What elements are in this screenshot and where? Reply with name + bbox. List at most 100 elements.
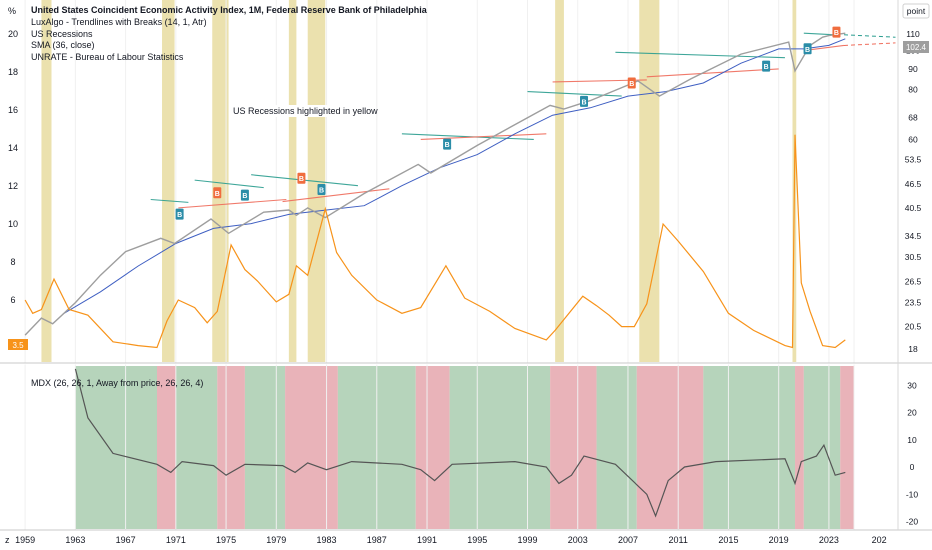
right-tick-14: 18 — [908, 344, 918, 354]
mdx-band-5 — [285, 366, 338, 529]
x-tick-7: 1987 — [367, 535, 387, 545]
mdx-tick-4: -10 — [906, 489, 919, 499]
mdx-band-9 — [550, 366, 597, 529]
left-axis-ticks: 20 18 16 14 12 10 8 6 — [8, 29, 18, 305]
x-tick-17: 202 — [872, 535, 887, 545]
right-tick-10: 30.5 — [905, 252, 922, 262]
mdx-band-13 — [795, 366, 804, 529]
x-tick-10: 1999 — [517, 535, 537, 545]
legend-unrate[interactable]: UNRATE - Bureau of Labour Statistics — [31, 52, 184, 62]
right-tick-3: 80 — [908, 84, 918, 94]
mdx-band-2 — [175, 366, 218, 529]
trendline-1 — [194, 179, 264, 189]
break-marker-label-9: B — [805, 47, 810, 54]
trendline-0 — [150, 198, 189, 203]
break-marker-5 — [443, 138, 452, 150]
cei-line — [24, 32, 846, 336]
recession-band-5 — [555, 0, 564, 362]
break-marker-0 — [175, 208, 184, 220]
trendline-6 — [803, 32, 836, 36]
legend-sma[interactable]: SMA (36, close) — [31, 40, 95, 50]
main-legend: United States Coincident Economic Activi… — [31, 5, 428, 62]
trendline-3 — [401, 133, 534, 141]
trendline-projection-down — [843, 42, 896, 46]
right-axis-unit[interactable]: point — [907, 6, 926, 16]
break-marker-3 — [297, 172, 306, 184]
unrate-line — [24, 134, 846, 349]
left-axis-unit[interactable]: % — [8, 6, 16, 16]
x-tick-15: 2019 — [769, 535, 789, 545]
right-tick-13: 20.5 — [905, 321, 922, 331]
x-tick-5: 1979 — [266, 535, 286, 545]
x-tick-1: 1963 — [65, 535, 85, 545]
break-marker-1 — [213, 187, 222, 199]
right-tick-5: 60 — [908, 134, 918, 144]
timezone-corner[interactable]: z — [5, 535, 10, 545]
mdx-legend[interactable]: MDX (26, 26, 1, Away from price, 26, 26,… — [31, 378, 203, 388]
left-tick-7: 6 — [10, 295, 15, 305]
mdx-band-1 — [156, 366, 176, 529]
break-marker-label-3: B — [299, 176, 304, 183]
mdx-tick-1: 20 — [907, 408, 917, 418]
break-marker-label-1: B — [215, 191, 220, 198]
right-axis-unit-box[interactable] — [902, 3, 930, 19]
x-tick-14: 2015 — [718, 535, 738, 545]
break-marker-label-6: B — [581, 99, 586, 106]
annotation-box — [231, 105, 339, 117]
trendline-7 — [178, 198, 287, 209]
right-tick-6: 53.5 — [905, 154, 922, 164]
legend-trendlines[interactable]: LuxAlgo - Trendlines with Breaks (14, 1,… — [31, 17, 207, 27]
mdx-line — [74, 368, 846, 518]
break-marker-label-4: B — [319, 187, 324, 194]
x-tick-4: 1975 — [216, 535, 236, 545]
right-tick-7: 46.5 — [905, 179, 922, 189]
left-tick-1: 18 — [8, 67, 18, 77]
mdx-tick-5: -20 — [906, 517, 919, 527]
trendline-8 — [282, 188, 390, 203]
x-tick-13: 2011 — [669, 535, 688, 545]
left-tick-2: 16 — [8, 105, 18, 115]
recession-band-3 — [288, 0, 297, 362]
right-tick-9: 34.5 — [905, 231, 922, 241]
x-tick-16: 2023 — [819, 535, 839, 545]
mdx-tick-2: 10 — [907, 435, 917, 445]
unrate-last-value-badge — [8, 339, 28, 350]
mdx-tick-3: 0 — [910, 462, 915, 472]
mdx-band-4 — [244, 366, 286, 529]
right-tick-11: 26.5 — [905, 277, 922, 287]
x-tick-2: 1967 — [116, 535, 136, 545]
mdx-tick-0: 30 — [907, 380, 917, 390]
left-tick-5: 10 — [8, 219, 18, 229]
x-tick-11: 2003 — [568, 535, 588, 545]
x-tick-6: 1983 — [317, 535, 337, 545]
break-marker-7 — [627, 77, 636, 89]
trendline-11 — [646, 68, 779, 78]
left-tick-0: 20 — [8, 29, 18, 39]
break-marker-label-0: B — [177, 212, 182, 219]
right-tick-0: 110 — [906, 29, 920, 39]
right-tick-12: 23.5 — [905, 298, 922, 308]
mdx-band-8 — [449, 366, 551, 529]
right-tick-4: 68 — [908, 113, 918, 123]
recession-annotation: US Recessions highlighted in yellow — [233, 106, 378, 116]
legend-recessions[interactable]: US Recessions — [31, 29, 93, 39]
trendline-9 — [420, 133, 547, 141]
x-tick-9: 1995 — [467, 535, 487, 545]
cei-last-value: 102.4 — [906, 43, 927, 52]
break-marker-10 — [832, 26, 841, 38]
chart-title: United States Coincident Economic Activi… — [31, 5, 428, 15]
right-tick-8: 40.5 — [905, 203, 922, 213]
left-tick-3: 14 — [8, 143, 18, 153]
mdx-axis-ticks: 30 20 10 0 -10 -20 — [906, 380, 919, 526]
break-marker-9 — [803, 43, 812, 55]
left-tick-4: 12 — [8, 181, 18, 191]
recession-band-2 — [212, 0, 229, 362]
x-tick-0: 1959 — [15, 535, 35, 545]
right-tick-2: 90 — [908, 64, 918, 74]
break-marker-6 — [580, 95, 589, 107]
mdx-regime-bands — [75, 366, 855, 529]
trendline-projection-up — [843, 34, 896, 38]
cei-last-value-badge — [903, 41, 929, 53]
recession-shading — [41, 0, 797, 362]
